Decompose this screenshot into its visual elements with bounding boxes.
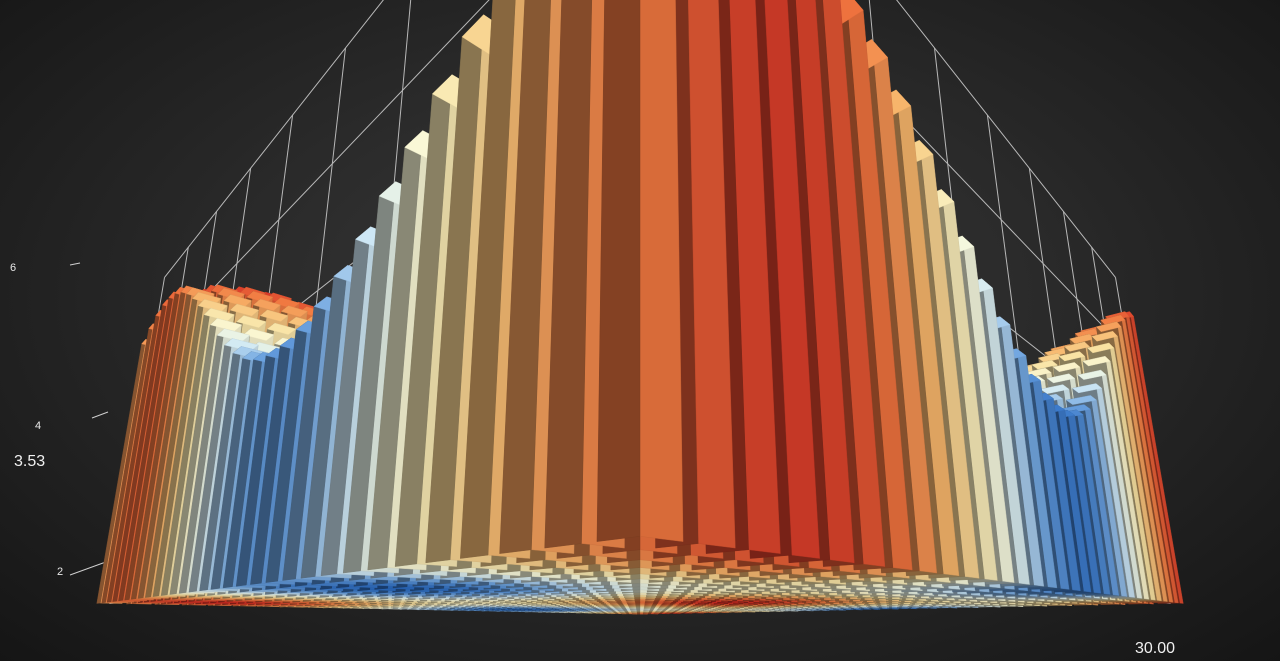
bar-top	[209, 318, 243, 332]
bar-top	[224, 338, 259, 352]
bar-top	[216, 328, 251, 342]
bar-face	[846, 0, 913, 571]
bar-top	[1069, 333, 1095, 344]
axis-labels: 2 4 6 3.53 30.00	[10, 262, 1175, 657]
bar-face	[764, 0, 820, 559]
bar-face	[729, 0, 781, 554]
bar-top	[259, 309, 289, 322]
bar-top	[192, 291, 222, 305]
bar-face	[688, 0, 736, 549]
bar-top	[1031, 360, 1058, 370]
bar-top	[1100, 314, 1126, 326]
x-pointer-readout: 30.00	[1135, 640, 1175, 657]
bar-top	[1046, 373, 1076, 384]
bar-top	[280, 305, 308, 318]
bar-top	[246, 291, 274, 304]
bar-face	[544, 0, 592, 549]
bar-top	[229, 303, 260, 317]
bar-top	[1065, 395, 1097, 405]
bar-top	[1064, 341, 1091, 352]
grid-line	[151, 0, 1129, 353]
grid-line	[164, 0, 1116, 278]
z-tick-mark	[69, 262, 81, 266]
bar-top	[197, 299, 228, 313]
bar-top	[253, 298, 281, 311]
bar	[596, 0, 684, 542]
bar-top	[203, 308, 235, 322]
bar-face	[795, 0, 855, 564]
z-tick-label-4: 4	[35, 420, 41, 432]
bar-top	[1071, 383, 1103, 394]
bar-top	[1058, 351, 1086, 362]
z-tick-label-2: 2	[57, 566, 63, 578]
bar-top	[1077, 369, 1107, 380]
bar-face	[460, 0, 516, 559]
bar-face	[596, 0, 641, 542]
bar-top	[1095, 321, 1122, 332]
bar-top	[1087, 342, 1115, 354]
bar-top	[1091, 330, 1118, 342]
bar-face	[639, 0, 684, 542]
z-pointer-readout: 3.53	[14, 453, 45, 470]
bar-top	[1052, 362, 1081, 372]
bar-top	[1082, 356, 1111, 367]
bar-top	[1074, 328, 1100, 339]
bar-top	[1037, 353, 1064, 363]
bar-top	[242, 328, 275, 341]
bar-top	[1040, 384, 1070, 394]
bars	[96, 0, 1184, 615]
z-tick-label-6: 6	[10, 262, 16, 274]
bar-top	[1044, 347, 1070, 358]
bar-top	[266, 322, 297, 335]
bar-face	[822, 0, 886, 567]
bar-top	[223, 294, 252, 307]
bar-top	[236, 315, 267, 328]
z-tick-mark	[91, 411, 109, 419]
bar-face	[499, 0, 551, 554]
